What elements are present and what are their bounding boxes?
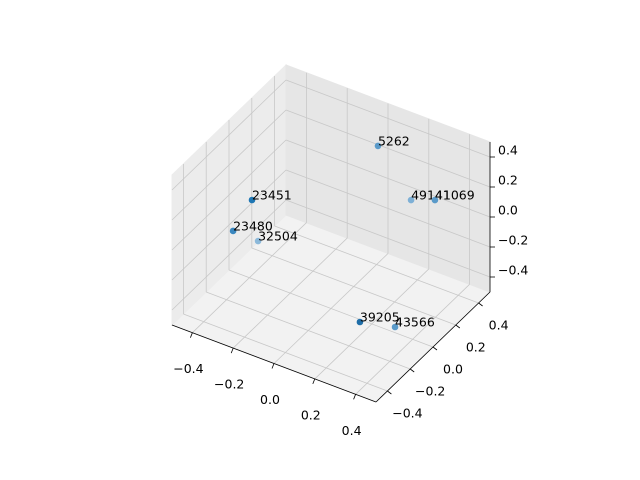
grid-line xyxy=(274,225,479,304)
tick-label: 0.4 xyxy=(489,318,509,333)
y-axis xyxy=(375,291,491,403)
point-label: 23451 xyxy=(252,187,292,202)
point xyxy=(407,196,415,204)
tick-label: 0.2 xyxy=(498,173,518,188)
tick-label: −0.2 xyxy=(498,233,528,248)
tick-mark xyxy=(312,378,316,385)
tick-mark xyxy=(387,390,392,395)
x-axis xyxy=(171,324,377,403)
tick-label: 0.2 xyxy=(301,407,321,422)
grid-line xyxy=(171,109,287,221)
point-label: 32504 xyxy=(258,229,298,244)
point xyxy=(374,142,382,150)
grid-line xyxy=(285,139,491,218)
point xyxy=(356,318,364,326)
grid-line xyxy=(171,79,287,191)
tick-mark xyxy=(230,347,234,354)
point xyxy=(229,227,237,235)
tick-label: 0.0 xyxy=(498,203,518,218)
point-label: 5262 xyxy=(378,133,410,148)
grid-line xyxy=(171,199,287,311)
tick-label: 0.0 xyxy=(443,362,463,377)
grid-line xyxy=(228,269,434,348)
grid-line xyxy=(206,291,411,370)
tick-label: 0.4 xyxy=(498,143,518,158)
tick-label: −0.4 xyxy=(173,361,203,376)
tick-label: −0.4 xyxy=(498,263,528,278)
grid-line xyxy=(171,139,287,251)
tick-label: 0.4 xyxy=(342,423,362,438)
point-label: 39205 xyxy=(360,310,400,325)
tick-mark xyxy=(478,302,483,307)
grid-line xyxy=(285,199,491,278)
tick-label: 0.2 xyxy=(466,340,486,355)
tick-mark xyxy=(432,346,438,351)
grid-line xyxy=(171,169,287,281)
point-label: 23480 xyxy=(233,218,273,233)
tick-label: 0.0 xyxy=(260,392,280,407)
grid-line xyxy=(285,79,491,158)
point-label: 43566 xyxy=(395,315,435,330)
tick-mark xyxy=(353,394,356,400)
point xyxy=(254,237,262,245)
grid-line xyxy=(285,169,491,248)
point xyxy=(248,196,256,204)
tick-label: −0.2 xyxy=(214,377,244,392)
grid-line xyxy=(285,109,491,188)
point-label: 49141 xyxy=(411,188,451,203)
tick-label: −0.4 xyxy=(392,406,422,421)
point xyxy=(391,323,399,331)
tick-mark xyxy=(190,332,193,338)
tick-label: −0.2 xyxy=(415,384,445,399)
tick-mark xyxy=(271,363,275,369)
tick-mark xyxy=(409,368,415,373)
grid-line xyxy=(251,247,456,326)
tick-mark xyxy=(455,324,461,329)
point-label: 41069 xyxy=(435,188,475,203)
point xyxy=(431,196,439,204)
grid-line xyxy=(183,313,388,392)
